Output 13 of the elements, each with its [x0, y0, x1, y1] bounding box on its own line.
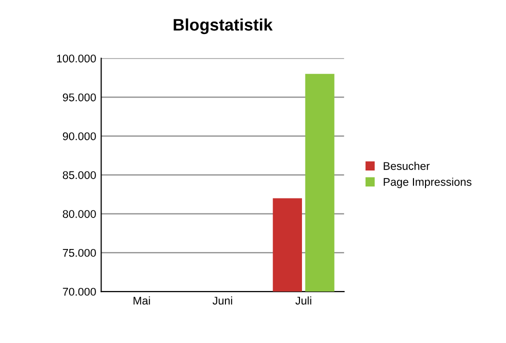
- x-tick-label: Juni: [212, 296, 232, 305]
- y-tick-label: 100.000: [57, 54, 96, 62]
- y-tick-label: 80.000: [62, 210, 96, 218]
- y-tick-label: 95.000: [62, 93, 96, 102]
- y-tick-label: 85.000: [62, 171, 96, 180]
- legend-label: Page Impressions: [384, 178, 472, 188]
- legend-label: Besucher: [384, 162, 430, 170]
- y-tick-label: 90.000: [62, 132, 96, 140]
- y-tick-label: 70.000: [62, 288, 96, 296]
- chart-title: Blogstatistik: [174, 18, 273, 34]
- x-tick-label: Juli: [295, 296, 312, 305]
- y-tick-label: 75.000: [62, 248, 96, 257]
- x-tick-label: Mai: [134, 296, 150, 305]
